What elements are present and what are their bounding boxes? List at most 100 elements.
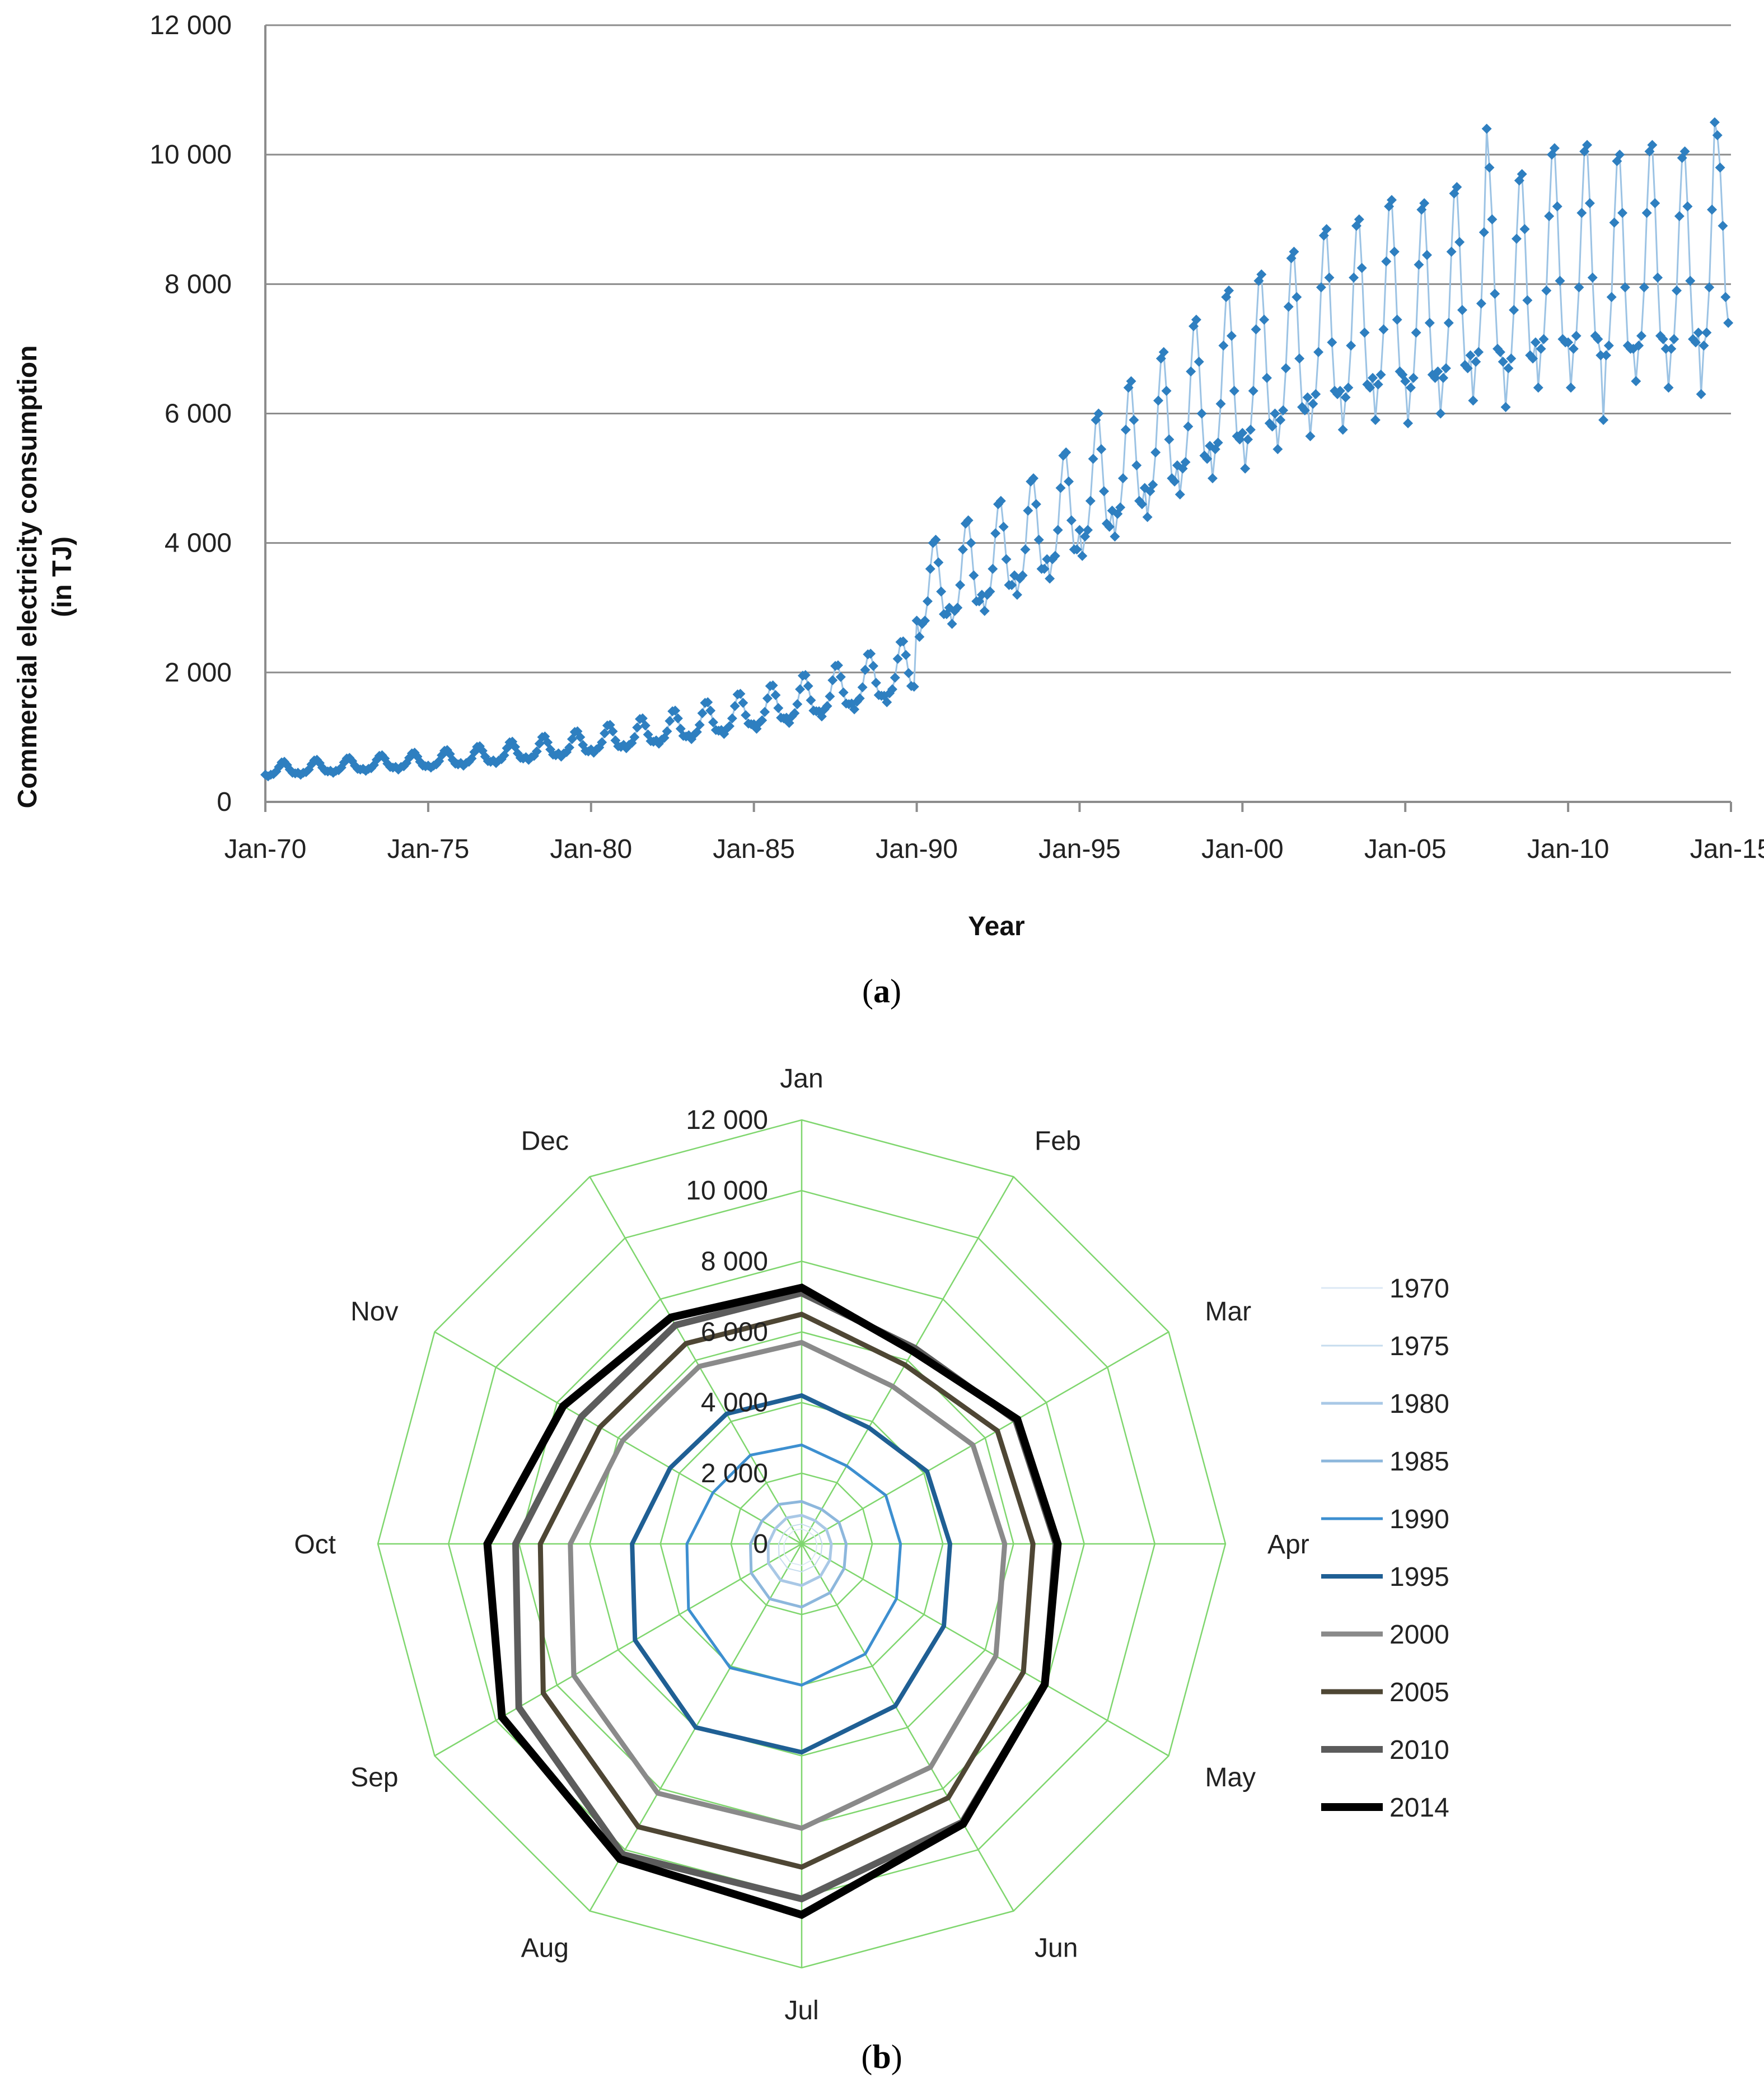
a-gridlines [265,24,1731,674]
a-data-point [1555,276,1565,286]
a-data-point [1267,421,1278,432]
a-data-point [1440,363,1451,374]
a-data-point [838,687,849,698]
a-data-point [1064,476,1074,487]
a-data-point [998,521,1009,532]
caption-a-letter: a [873,973,890,1010]
a-data-point [1071,544,1082,555]
a-data-point [947,619,957,629]
a-data-point [762,693,773,704]
a-data-point [1400,376,1411,386]
b-r-tick-label: 2 000 [701,1459,768,1488]
a-data-point [1007,580,1017,590]
a-data-point [1422,250,1433,260]
b-series-2005 [537,1311,1036,1870]
a-data-point [1050,550,1060,561]
a-data-point [607,726,618,737]
a-data-point [1503,363,1514,374]
a-data-point [871,678,881,688]
a-x-tick-label: Jan-90 [876,834,958,864]
a-data-point [1693,328,1704,338]
b-grid-spoke [589,1176,803,1544]
a-data-point [963,515,974,526]
a-data-point [1340,392,1351,403]
a-data-point [1462,363,1473,374]
a-x-tick-labels: Jan-70 Jan-75 Jan-80 Jan-85 Jan-90 Jan-95 Jan-… [224,834,1764,864]
b-series-1980 [766,1514,833,1588]
b-r-tick-label: 8 000 [701,1247,768,1276]
a-data-point [1476,298,1486,309]
a-data-point [1533,382,1543,393]
a-data-point [1457,305,1468,315]
a-data-point [1465,350,1476,361]
a-data-point [1435,408,1446,419]
a-data-point [768,680,778,690]
a-data-point [705,706,716,716]
a-data-point [1707,204,1718,215]
a-data-point [800,670,811,680]
a-data-point [1175,489,1185,500]
a-data-point [1511,234,1522,244]
a-data-point [694,720,705,730]
a-data-point [1419,198,1430,208]
caption-b-open: ( [861,2038,872,2075]
a-data-point [1723,318,1734,328]
a-data-point [1299,405,1310,416]
b-category-label-jan: Jan [780,1064,823,1094]
a-data-point [760,707,770,717]
a-data-point [1544,211,1555,221]
a-data-point [729,701,740,711]
a-data-point [1208,473,1218,484]
a-data-point [1473,347,1484,357]
a-data-point [835,671,846,682]
a-data-point [1636,330,1647,341]
caption-a-close: ) [890,973,901,1010]
a-data-point [922,596,933,606]
b-series-1985 [748,1500,848,1609]
b-category-label-aug: Aug [521,1934,569,1963]
a-data-point [1150,447,1161,458]
b-legend-label-2010: 2010 [1389,1735,1449,1765]
a-data-point [1356,263,1367,273]
a-data-point [1685,276,1696,286]
a-data-point [1443,318,1454,328]
caption-b: (b) [861,2038,902,2075]
a-data-point [1653,272,1663,283]
b-r-tick-label: 12 000 [686,1105,768,1135]
a-data-point [822,701,832,711]
a-data-point [629,732,640,743]
a-data-point [952,603,963,613]
b-series-1970 [783,1528,818,1566]
a-data-point [1224,285,1234,296]
a-data-point [1017,570,1028,581]
a-data-point [1601,350,1611,361]
a-data-point [1045,573,1055,584]
a-data-point [1647,139,1658,150]
a-data-point [1438,372,1449,383]
a-data-point [564,742,574,753]
a-data-point [1701,328,1712,338]
a-data-point [1088,454,1098,464]
a-y-axis-title-line1: Commercial electricity consumption [13,346,43,809]
a-data-point [1110,531,1120,542]
a-data-point [1039,563,1050,574]
a-data-point [1487,214,1498,225]
a-data-point [1389,246,1400,257]
a-data-point [1324,272,1335,283]
a-data-point [597,737,607,748]
a-data-point [1292,292,1302,302]
a-data-point [1490,288,1500,299]
a-data-point [1104,521,1115,532]
a-data-point [892,653,903,664]
a-data-point [1001,554,1012,564]
a-data-point [1615,150,1625,160]
a-data-point [727,713,737,723]
a-data-point [1308,399,1318,409]
a-data-point [792,699,803,709]
a-data-point [827,675,838,685]
a-data-point [1433,366,1443,377]
a-data-point [995,496,1006,506]
a-data-point [1194,357,1204,367]
a-data-point [1471,357,1481,367]
a-data-point [1093,408,1104,419]
